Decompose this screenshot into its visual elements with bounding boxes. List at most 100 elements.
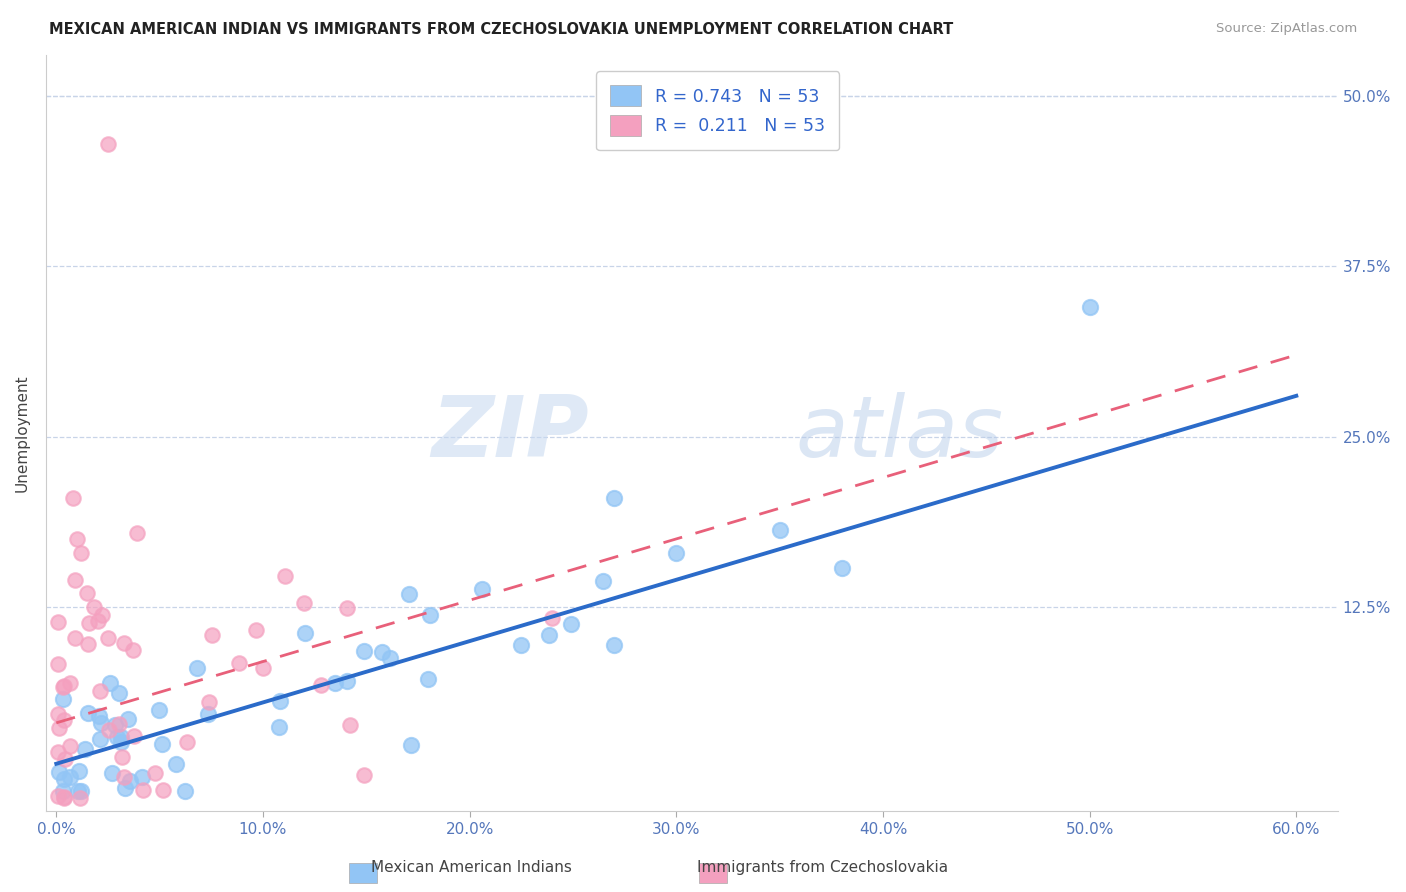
Point	[90, 716, 112, 731]
Point	[63, 573, 86, 587]
Point	[98, 675, 121, 690]
Point	[59, 676, 82, 690]
Point	[69, 784, 91, 798]
Point	[90, 607, 112, 622]
Point	[104, 718, 127, 732]
Point	[150, 737, 173, 751]
Point	[131, 770, 153, 784]
Point	[52, 680, 75, 694]
Point	[77, 706, 100, 720]
Point	[416, 672, 439, 686]
Point	[541, 611, 564, 625]
Point	[67, 764, 90, 778]
Point	[274, 569, 297, 583]
Point	[52, 680, 75, 694]
Point	[79, 615, 101, 630]
Point	[592, 574, 614, 588]
Point	[48, 615, 70, 630]
Point	[665, 546, 688, 560]
Point	[201, 628, 224, 642]
Point	[1078, 300, 1101, 314]
Point	[63, 632, 86, 646]
Point	[97, 136, 120, 151]
Point	[114, 635, 136, 649]
Point	[120, 774, 142, 789]
Text: ZIP: ZIP	[430, 392, 589, 475]
Point	[86, 614, 108, 628]
Point	[48, 707, 70, 722]
Point	[111, 750, 134, 764]
Point	[87, 708, 110, 723]
Point	[114, 770, 136, 784]
Point	[371, 644, 394, 658]
Point	[75, 742, 97, 756]
Point	[66, 784, 89, 798]
Text: MEXICAN AMERICAN INDIAN VS IMMIGRANTS FROM CZECHOSLOVAKIA UNEMPLOYMENT CORRELATI: MEXICAN AMERICAN INDIAN VS IMMIGRANTS FR…	[49, 22, 953, 37]
Point	[537, 628, 560, 642]
Point	[323, 675, 346, 690]
Point	[52, 790, 75, 805]
Point	[176, 735, 198, 749]
Point	[117, 712, 139, 726]
Point	[114, 781, 136, 796]
Point	[52, 691, 75, 706]
Point	[398, 587, 420, 601]
Point	[228, 656, 250, 670]
Point	[48, 745, 70, 759]
Point	[197, 706, 219, 721]
Point	[58, 739, 80, 753]
Point	[560, 616, 582, 631]
Point	[603, 639, 626, 653]
Text: Immigrants from Czechoslovakia: Immigrants from Czechoslovakia	[697, 861, 948, 875]
Point	[52, 784, 75, 798]
Point	[309, 678, 332, 692]
Point	[769, 523, 792, 537]
Point	[471, 582, 494, 596]
Point	[125, 525, 148, 540]
Point	[603, 491, 626, 505]
Point	[269, 694, 291, 708]
Y-axis label: Unemployment: Unemployment	[15, 375, 30, 492]
Point	[294, 626, 316, 640]
Point	[97, 723, 120, 738]
Point	[145, 765, 167, 780]
Point	[509, 638, 531, 652]
Point	[108, 717, 131, 731]
Point	[69, 790, 91, 805]
Point	[245, 623, 267, 637]
Point	[48, 721, 70, 735]
Point	[101, 766, 124, 780]
Point	[378, 650, 401, 665]
Point	[83, 600, 105, 615]
Point	[122, 642, 145, 657]
Point	[66, 532, 89, 546]
Point	[419, 607, 441, 622]
Point	[89, 731, 111, 746]
Point	[831, 561, 853, 575]
Point	[70, 545, 93, 559]
Point	[122, 729, 145, 743]
Point	[152, 782, 174, 797]
Point	[186, 661, 208, 675]
Point	[252, 661, 274, 675]
Point	[148, 703, 170, 717]
Point	[292, 596, 315, 610]
Point	[76, 586, 98, 600]
Point	[97, 631, 120, 645]
Point	[399, 738, 422, 752]
Point	[110, 731, 132, 745]
Point	[76, 637, 98, 651]
Legend: R = 0.743   N = 53, R =  0.211   N = 53: R = 0.743 N = 53, R = 0.211 N = 53	[596, 71, 839, 150]
Point	[132, 782, 155, 797]
Point	[110, 735, 132, 749]
Point	[89, 683, 111, 698]
Text: Source: ZipAtlas.com: Source: ZipAtlas.com	[1216, 22, 1357, 36]
Text: Mexican American Indians: Mexican American Indians	[371, 861, 571, 875]
Point	[165, 756, 187, 771]
Point	[58, 770, 80, 784]
Text: atlas: atlas	[796, 392, 1002, 475]
Point	[48, 764, 70, 779]
Point	[336, 674, 359, 689]
Point	[48, 789, 70, 804]
Point	[55, 752, 77, 766]
